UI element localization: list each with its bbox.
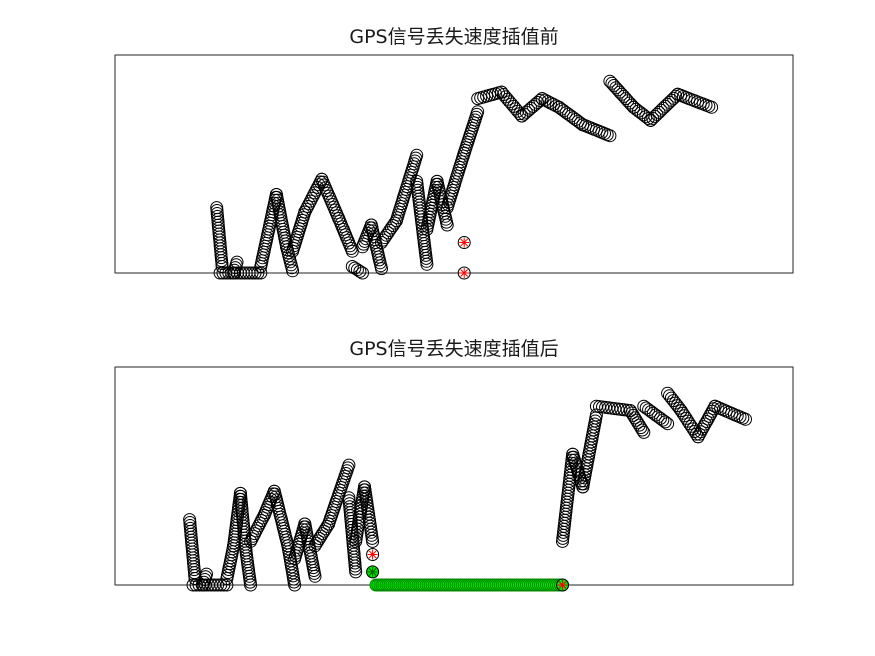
data-point xyxy=(552,100,566,114)
axes-frame-before xyxy=(114,54,794,274)
data-point xyxy=(654,411,667,425)
highlight-point xyxy=(366,548,380,561)
data-point xyxy=(321,186,335,200)
data-point xyxy=(658,415,672,429)
highlight-point xyxy=(457,236,471,249)
data-point xyxy=(244,578,258,592)
data-point xyxy=(656,413,670,427)
data-point xyxy=(230,255,244,269)
data-point xyxy=(641,112,655,125)
highlight-point xyxy=(457,266,471,280)
data-point xyxy=(440,218,454,232)
data-point xyxy=(603,129,617,143)
data-point xyxy=(644,405,658,418)
highlight-point xyxy=(556,578,569,592)
data-point xyxy=(200,567,213,581)
highlight-star-marker xyxy=(557,580,568,590)
data-point xyxy=(667,91,681,105)
data-point xyxy=(637,399,651,413)
data-point xyxy=(725,406,739,420)
data-point xyxy=(716,403,730,417)
data-point xyxy=(571,114,585,128)
marks-after xyxy=(183,386,752,592)
data-point xyxy=(211,578,225,592)
data-point xyxy=(215,260,229,273)
data-point xyxy=(286,264,300,278)
data-point xyxy=(356,266,369,280)
data-point xyxy=(220,578,234,592)
data-point xyxy=(649,408,663,422)
data-point xyxy=(564,109,578,123)
data-point xyxy=(739,412,752,426)
data-point xyxy=(566,111,580,125)
data-point xyxy=(366,534,380,548)
data-point xyxy=(639,401,653,415)
data-point xyxy=(251,266,265,280)
data-point xyxy=(343,239,357,253)
data-point xyxy=(215,257,229,270)
data-point xyxy=(288,578,302,592)
data-point xyxy=(217,578,231,592)
data-point xyxy=(533,94,547,107)
chart-title-after: GPS信号丢失速度插值后 xyxy=(349,338,559,360)
data-point xyxy=(335,220,349,234)
data-point xyxy=(531,96,545,109)
data-point xyxy=(635,423,649,437)
data-point xyxy=(569,113,583,126)
highlight-star-marker xyxy=(459,268,470,278)
data-point xyxy=(669,89,683,103)
data-point xyxy=(661,417,675,431)
data-point xyxy=(378,231,392,245)
marks-before xyxy=(210,74,719,280)
data-point xyxy=(637,425,651,439)
data-point xyxy=(559,106,573,120)
data-point xyxy=(651,410,665,424)
highlight-star-marker xyxy=(367,549,378,560)
data-point xyxy=(646,406,660,420)
data-point xyxy=(308,569,322,583)
data-point xyxy=(736,411,750,425)
data-point xyxy=(642,403,656,417)
data-point xyxy=(557,104,571,118)
data-point xyxy=(353,264,367,278)
data-point xyxy=(375,262,388,276)
data-point xyxy=(562,107,576,121)
data-point xyxy=(340,231,354,245)
highlight-star-marker xyxy=(459,237,470,248)
axes-frame-after xyxy=(114,366,794,586)
data-point xyxy=(705,100,719,114)
data-point xyxy=(348,556,362,570)
data-point xyxy=(379,228,393,242)
data-point xyxy=(471,105,485,119)
axes-before xyxy=(114,54,794,280)
data-point xyxy=(332,212,346,225)
data-point xyxy=(511,104,525,118)
data-point xyxy=(513,107,527,121)
data-point xyxy=(342,458,356,472)
data-point xyxy=(384,221,398,235)
data-point xyxy=(188,572,202,585)
chart-title-before: GPS信号丢失速度插值前 xyxy=(349,26,559,48)
data-point xyxy=(349,565,363,579)
highlight-star-marker xyxy=(367,566,378,577)
data-point xyxy=(245,266,259,280)
data-point xyxy=(410,148,424,162)
data-point xyxy=(420,257,434,271)
data-point xyxy=(386,219,400,232)
axes-after xyxy=(114,366,794,592)
data-point xyxy=(555,102,568,116)
